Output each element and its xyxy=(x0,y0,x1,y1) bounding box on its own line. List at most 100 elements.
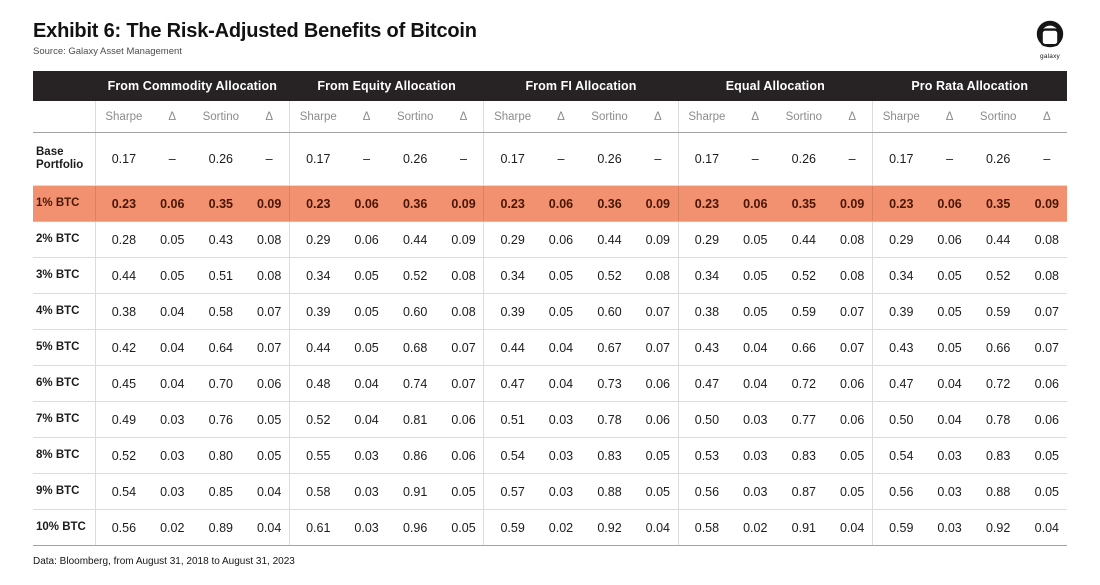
delta-column-header: Δ xyxy=(346,101,387,133)
value-cell: 0.09 xyxy=(638,221,679,258)
column-group-header: From FI Allocation xyxy=(483,71,679,101)
value-cell: 0.26 xyxy=(775,132,833,186)
metric-column-header: Sharpe xyxy=(94,101,153,133)
value-cell: – xyxy=(346,132,387,186)
value-cell: 0.43 xyxy=(677,329,736,366)
value-cell: 0.07 xyxy=(249,329,290,366)
table-row: 5% BTC 0.42 0.04 0.64 0.07 0.44 0.05 0.68 0.07 0.… xyxy=(33,329,1067,366)
value-cell: 0.09 xyxy=(1026,185,1067,222)
allocation-table: From Commodity Allocation From Equity All… xyxy=(33,71,1067,546)
value-cell: 0.57 xyxy=(483,473,541,510)
galaxy-helmet-icon xyxy=(1028,20,1072,52)
row-label: 8% BTC xyxy=(33,437,96,474)
value-cell: 0.08 xyxy=(832,257,873,294)
value-cell: 0.07 xyxy=(249,293,290,330)
value-cell: 0.44 xyxy=(775,221,833,258)
value-cell: 0.96 xyxy=(386,509,444,546)
value-cell: 0.03 xyxy=(929,473,970,510)
value-cell: 0.59 xyxy=(871,509,930,546)
value-cell: 0.03 xyxy=(929,509,970,546)
value-cell: 0.92 xyxy=(580,509,639,546)
value-cell: 0.76 xyxy=(192,401,250,438)
value-cell: 0.05 xyxy=(735,221,776,258)
value-cell: 0.51 xyxy=(483,401,541,438)
value-cell: 0.34 xyxy=(871,257,930,294)
value-cell: 0.58 xyxy=(192,293,250,330)
value-cell: 0.42 xyxy=(94,329,153,366)
value-cell: 0.04 xyxy=(540,365,581,402)
metric-column-header: Sharpe xyxy=(288,101,347,133)
value-cell: 0.68 xyxy=(386,329,444,366)
delta-column-header: Δ xyxy=(638,101,679,133)
value-cell: 0.52 xyxy=(580,257,639,294)
value-cell: 0.04 xyxy=(929,401,970,438)
column-group-header: Pro Rata Allocation xyxy=(872,71,1067,101)
value-cell: 0.03 xyxy=(152,437,193,474)
value-cell: 0.52 xyxy=(94,437,153,474)
value-cell: 0.47 xyxy=(871,365,930,402)
metric-column-header: Sortino xyxy=(969,101,1027,133)
value-cell: 0.88 xyxy=(580,473,639,510)
value-cell: 0.05 xyxy=(346,293,387,330)
value-cell: – xyxy=(929,132,970,186)
table-row: 2% BTC 0.28 0.05 0.43 0.08 0.29 0.06 0.44 0.09 0.… xyxy=(33,221,1067,258)
value-cell: 0.78 xyxy=(969,401,1027,438)
row-label: 7% BTC xyxy=(33,401,96,438)
value-cell: 0.47 xyxy=(483,365,541,402)
column-group-header: From Commodity Allocation xyxy=(95,71,290,101)
value-cell: 0.07 xyxy=(1026,329,1067,366)
value-cell: 0.06 xyxy=(443,437,484,474)
value-cell: 0.73 xyxy=(580,365,639,402)
value-cell: 0.07 xyxy=(443,329,484,366)
value-cell: 0.05 xyxy=(443,473,484,510)
table-row: 3% BTC 0.44 0.05 0.51 0.08 0.34 0.05 0.52 0.08 0.… xyxy=(33,257,1067,294)
value-cell: 0.06 xyxy=(152,185,193,222)
value-cell: 0.35 xyxy=(775,185,833,222)
value-cell: 0.64 xyxy=(192,329,250,366)
value-cell: 0.09 xyxy=(443,185,484,222)
value-cell: 0.05 xyxy=(735,293,776,330)
exhibit-page: Exhibit 6: The Risk-Adjusted Benefits of… xyxy=(33,20,1072,567)
metric-column-header: Sharpe xyxy=(483,101,541,133)
table-row: 8% BTC 0.52 0.03 0.80 0.05 0.55 0.03 0.86 0.06 0.… xyxy=(33,437,1067,474)
value-cell: 0.02 xyxy=(540,509,581,546)
value-cell: 0.07 xyxy=(638,329,679,366)
value-cell: 0.05 xyxy=(540,257,581,294)
value-cell: 0.59 xyxy=(969,293,1027,330)
value-cell: 0.05 xyxy=(152,257,193,294)
value-cell: 0.88 xyxy=(969,473,1027,510)
value-cell: 0.06 xyxy=(1026,365,1067,402)
value-cell: 0.04 xyxy=(152,365,193,402)
value-cell: 0.06 xyxy=(443,401,484,438)
table-row: Base Portfolio 0.17–0.26–0.17–0.26–0.17–0… xyxy=(33,132,1067,186)
value-cell: 0.17 xyxy=(871,132,930,186)
delta-column-header: Δ xyxy=(443,101,484,133)
value-cell: 0.44 xyxy=(969,221,1027,258)
value-cell: 0.29 xyxy=(483,221,541,258)
value-cell: 0.05 xyxy=(638,437,679,474)
value-cell: 0.04 xyxy=(346,401,387,438)
value-cell: 0.48 xyxy=(288,365,347,402)
value-cell: 0.06 xyxy=(735,185,776,222)
value-cell: 0.29 xyxy=(677,221,736,258)
value-cell: 0.47 xyxy=(677,365,736,402)
value-cell: 0.43 xyxy=(871,329,930,366)
value-cell: 0.38 xyxy=(94,293,153,330)
value-cell: 0.70 xyxy=(192,365,250,402)
value-cell: 0.03 xyxy=(540,401,581,438)
value-cell: – xyxy=(735,132,776,186)
value-cell: 0.03 xyxy=(346,437,387,474)
value-cell: 0.06 xyxy=(638,365,679,402)
value-cell: 0.04 xyxy=(1026,509,1067,546)
value-cell: 0.04 xyxy=(735,329,776,366)
value-cell: 0.59 xyxy=(483,509,541,546)
value-cell: 0.50 xyxy=(677,401,736,438)
value-cell: 0.06 xyxy=(929,185,970,222)
row-label: 5% BTC xyxy=(33,329,96,366)
row-label: 3% BTC xyxy=(33,257,96,294)
value-cell: 0.04 xyxy=(249,509,290,546)
value-cell: 0.09 xyxy=(638,185,679,222)
value-cell: 0.05 xyxy=(346,257,387,294)
value-cell: 0.05 xyxy=(929,257,970,294)
value-cell: 0.80 xyxy=(192,437,250,474)
